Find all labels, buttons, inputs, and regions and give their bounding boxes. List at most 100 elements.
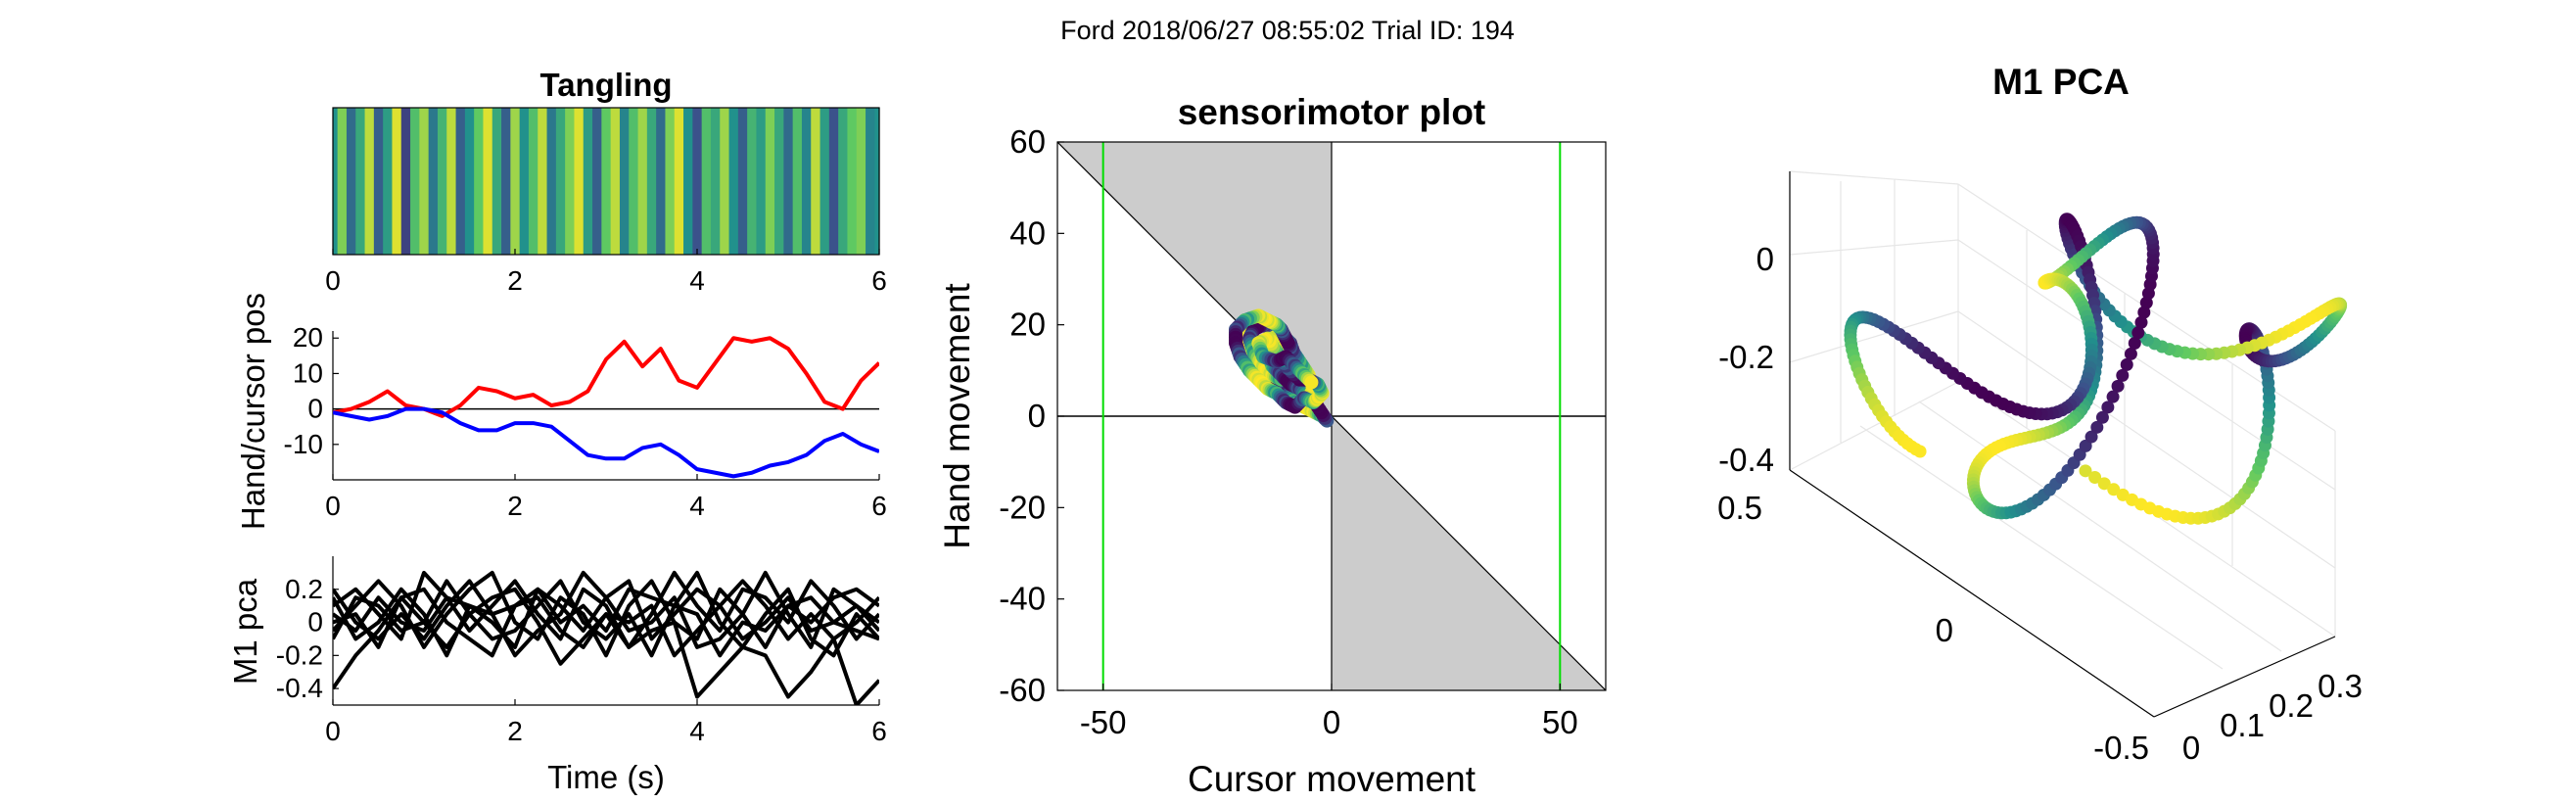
tangling-cell — [866, 108, 875, 255]
handcursor-ytick-label: 0 — [307, 394, 323, 424]
time-xlabel: Time (s) — [547, 759, 665, 795]
tangling-panel: Tangling 0 2 4 6 — [325, 67, 887, 296]
sensorimotor-xtick-label: 0 — [1323, 704, 1340, 740]
tangling-cell — [847, 108, 858, 255]
tangling-cell — [519, 108, 530, 255]
tangling-cell — [555, 108, 566, 255]
m1pca-xtick-label: 2 — [507, 716, 523, 746]
tangling-cell — [346, 108, 356, 255]
tangling-x-axis: 0 2 4 6 — [325, 249, 887, 296]
sensorimotor-ytick-label: 0 — [1028, 398, 1046, 434]
tangling-cell — [400, 108, 411, 255]
handcursor-series — [333, 336, 879, 479]
tangling-cell — [455, 108, 466, 255]
sensorimotor-ytick-label: 60 — [1009, 123, 1046, 160]
tangling-cell — [747, 108, 758, 255]
m1pca3d-point — [2079, 439, 2092, 452]
handcursor-xtick-label: 6 — [871, 491, 887, 521]
handcursor-xtick-label: 0 — [325, 491, 341, 521]
m1pca3d-ytick-label: 0 — [1936, 612, 1953, 648]
handcursor-ytick-label: 20 — [293, 322, 323, 353]
tangling-cell — [574, 108, 585, 255]
tangling-cell — [446, 108, 457, 255]
tangling-cell — [629, 108, 639, 255]
m1pca-series — [333, 570, 879, 705]
tangling-cell — [492, 108, 502, 255]
m1pca3d-x-axis — [2153, 636, 2336, 718]
tangling-title: Tangling — [539, 67, 672, 103]
tangling-cell — [601, 108, 612, 255]
sensorimotor-points — [1229, 308, 1335, 428]
m1pca3d-point — [1913, 445, 1927, 458]
m1pca3d-xtick-label: 0.2 — [2269, 687, 2314, 724]
tangling-cell — [333, 108, 339, 255]
tangling-cell — [392, 108, 402, 255]
sensorimotor-xtick-label: -50 — [1080, 704, 1127, 740]
m1pca3d-point — [2120, 357, 2133, 371]
tangling-cell — [656, 108, 667, 255]
sensorimotor-ytick-label: -40 — [999, 581, 1046, 617]
tangling-cell — [683, 108, 693, 255]
handcursor-ticks: 0 2 4 6 20 10 0 -10 — [284, 322, 887, 521]
m1pca3d-ytick-label: -0.5 — [2093, 730, 2149, 766]
tangling-cell — [637, 108, 648, 255]
m1pca3d-title: M1 PCA — [1992, 62, 2130, 102]
m1pca3d-point — [2111, 379, 2125, 393]
tangling-cell — [610, 108, 621, 255]
tangling-cell — [765, 108, 775, 255]
sensorimotor-ytick-label: 40 — [1009, 214, 1046, 251]
tangling-cell — [737, 108, 748, 255]
tangling-cell — [592, 108, 602, 255]
tangling-cell — [510, 108, 521, 255]
tangling-cell — [874, 108, 880, 255]
tangling-cell — [428, 108, 439, 255]
m1pca3d-panel: M1 PCA 0 -0.2 -0.4 0.5 0 -0.5 0 0.10.20.3 — [1717, 62, 2363, 766]
tangling-cell — [383, 108, 394, 255]
handcursor-xtick-label: 4 — [689, 491, 705, 521]
tangling-cell — [710, 108, 721, 255]
m1pca3d-point — [2116, 368, 2130, 382]
tangling-cell — [538, 108, 548, 255]
tangling-cell — [355, 108, 366, 255]
tangling-cell — [856, 108, 866, 255]
m1pca-ticks: 0 2 4 60.20-0.2-0.4 — [276, 574, 887, 746]
tangling-cell — [373, 108, 384, 255]
tangling-axes-box — [332, 107, 880, 256]
handcursor-line — [333, 336, 879, 418]
tangling-cell — [419, 108, 430, 255]
tangling-cell — [583, 108, 593, 255]
tangling-cell — [828, 108, 839, 255]
m1pca3d-point — [2107, 483, 2121, 496]
tangling-cell — [665, 108, 676, 255]
tangling-cell — [619, 108, 630, 255]
sensorimotor-ytick-label: -60 — [999, 672, 1046, 708]
m1pca-ytick-label: -0.4 — [276, 673, 323, 703]
tangling-cell — [474, 108, 485, 255]
sensorimotor-xtick-label: 50 — [1542, 704, 1578, 740]
tangling-cell — [437, 108, 447, 255]
tangling-cell — [801, 108, 812, 255]
m1pca3d-y-axis — [1789, 469, 2155, 718]
m1pca3d-ticks: 0 -0.2 -0.4 0.5 0 -0.5 0 0.10.20.3 — [1717, 241, 2363, 766]
handcursor-xtick-label: 2 — [507, 491, 523, 521]
sensorimotor-ytick-label: -20 — [999, 489, 1046, 525]
tangling-cell — [646, 108, 657, 255]
figure-suptitle: Ford 2018/06/27 08:55:02 Trial ID: 194 — [1060, 16, 1515, 45]
m1pca-line — [333, 570, 879, 649]
m1pca3d-xtick-label: 0.1 — [2220, 707, 2265, 743]
m1pca-ytick-label: 0.2 — [285, 574, 323, 604]
tangling-cell — [546, 108, 557, 255]
m1pca3d-point — [2124, 347, 2137, 360]
tangling-heatmap — [333, 108, 880, 255]
m1pca3d-point — [2137, 306, 2151, 319]
m1pca3d-point — [2097, 477, 2111, 491]
m1pca-line — [333, 579, 879, 658]
tangling-cell — [720, 108, 730, 255]
handcursor-ytick-label: -10 — [284, 429, 323, 459]
tangling-cell — [820, 108, 830, 255]
sensorimotor-point — [1304, 375, 1319, 390]
tangling-cell — [337, 108, 348, 255]
sensorimotor-ytick-label: 20 — [1009, 307, 1046, 343]
m1pca3d-point — [2128, 337, 2141, 351]
